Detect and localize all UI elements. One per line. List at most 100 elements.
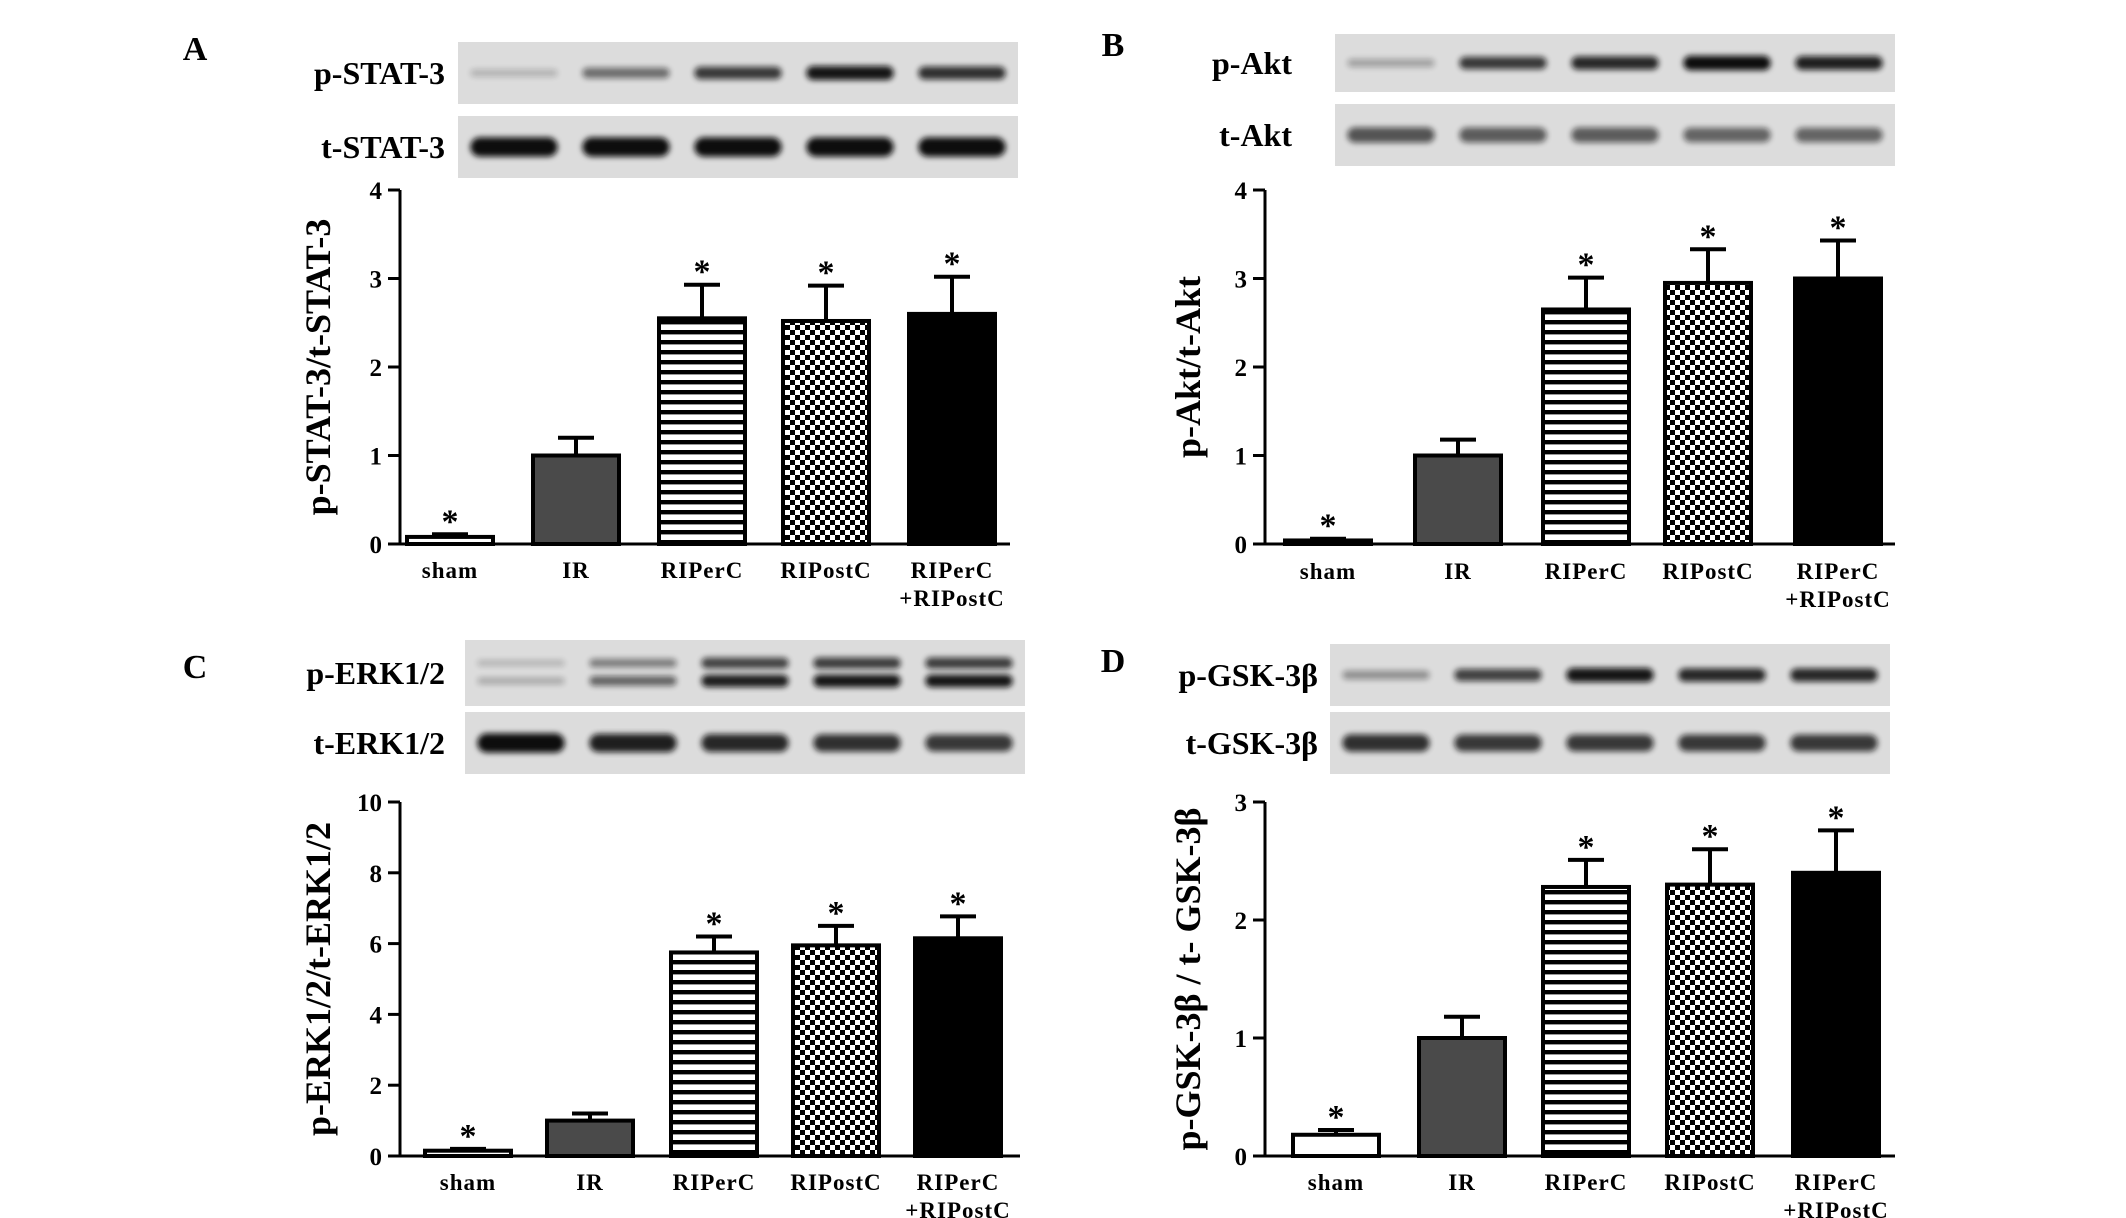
y-tick-label: 2	[1235, 908, 1248, 935]
y-tick-label: 8	[370, 861, 383, 888]
panel-letter: D	[1101, 643, 1126, 680]
blot-band	[806, 137, 894, 157]
blot-label-p: p-Akt	[1212, 45, 1292, 81]
blot-band	[1683, 127, 1771, 143]
y-tick-label: 1	[370, 444, 383, 471]
blot-band	[701, 734, 789, 752]
y-tick-label: 4	[370, 178, 383, 205]
bar-1	[531, 453, 621, 546]
blot-band	[1342, 734, 1430, 752]
blot-band	[582, 67, 670, 79]
blot-band	[1454, 668, 1542, 682]
significance-star: *	[1702, 818, 1719, 855]
blot-label-p: p-STAT-3	[314, 55, 445, 91]
blot-band	[589, 676, 677, 686]
x-tick-label: RIPostC	[1664, 1170, 1755, 1195]
blot-band	[701, 657, 789, 669]
y-axis-label: p-STAT-3/t-STAT-3	[298, 219, 338, 516]
t-blot-strip	[1330, 712, 1890, 774]
x-tick-label: +RIPostC	[905, 1198, 1010, 1218]
blot-label-p: p-ERK1/2	[306, 655, 445, 691]
x-tick-label: sham	[1300, 559, 1356, 584]
bar-3	[1665, 882, 1755, 1158]
y-tick-label: 4	[1235, 178, 1248, 205]
bar-2	[669, 950, 759, 1159]
y-tick-label: 6	[370, 932, 383, 959]
blot-label-t: t-Akt	[1219, 117, 1292, 153]
blot-band	[582, 137, 670, 157]
blot-band	[1683, 55, 1771, 71]
blot-band	[813, 674, 901, 688]
bar-2	[657, 316, 747, 547]
blot-band	[925, 674, 1013, 688]
blot-band	[925, 657, 1013, 669]
blot-label-t: t-STAT-3	[321, 129, 445, 165]
blot-band	[918, 66, 1006, 80]
x-tick-label: RIPerC	[1545, 559, 1628, 584]
bar-4	[907, 311, 997, 546]
y-tick-label: 0	[1235, 1144, 1248, 1171]
y-tick-label: 2	[370, 1073, 383, 1100]
blot-band	[1347, 58, 1435, 68]
y-tick-label: 2	[1235, 355, 1248, 382]
bar-3	[781, 318, 871, 547]
x-tick-label: +RIPostC	[1783, 1198, 1888, 1218]
blot-band	[1790, 668, 1878, 682]
blot-band	[813, 734, 901, 752]
y-tick-label: 3	[1235, 790, 1248, 817]
blot-band	[694, 137, 782, 157]
x-tick-label: RIPerC	[661, 558, 744, 583]
blot-band	[1459, 127, 1547, 143]
blot-band	[1678, 734, 1766, 752]
blot-label-p: p-GSK-3β	[1178, 657, 1318, 693]
y-tick-label: 1	[1235, 444, 1248, 471]
x-tick-label: RIPerC	[1795, 1170, 1878, 1195]
p-blot-strip	[1330, 644, 1890, 706]
bar-0	[1283, 538, 1373, 547]
panel-A: Ap-STAT-3 t-STAT-3 0 1 2 3 4 p-STAT-3/t-STAT-3 *…	[183, 31, 1018, 611]
bar-4	[1793, 276, 1883, 546]
y-tick-label: 3	[1235, 267, 1248, 294]
blot-band	[1571, 127, 1659, 143]
bar-2	[1541, 884, 1631, 1159]
y-axis-label: p-ERK1/2/t-ERK1/2	[298, 822, 338, 1136]
bar-0	[405, 534, 495, 546]
significance-star: *	[950, 885, 967, 922]
blot-band	[589, 658, 677, 668]
x-tick-label: RIPostC	[790, 1170, 881, 1195]
blot-band	[1795, 56, 1883, 70]
blot-label-t: t-GSK-3β	[1186, 725, 1318, 761]
y-tick-label: 4	[370, 1002, 383, 1029]
panel-letter: B	[1102, 27, 1125, 64]
significance-star: *	[694, 254, 711, 291]
significance-star: *	[460, 1118, 477, 1155]
significance-star: *	[1828, 799, 1845, 836]
bar-1	[1413, 453, 1503, 546]
significance-star: *	[944, 246, 961, 283]
blot-band	[1571, 56, 1659, 70]
blot-band	[918, 137, 1006, 157]
x-tick-label: IR	[1444, 559, 1472, 584]
significance-star: *	[818, 255, 835, 292]
t-blot-strip	[465, 712, 1025, 774]
bar-4	[1791, 870, 1881, 1158]
x-tick-label: RIPerC	[917, 1170, 1000, 1195]
significance-star: *	[442, 503, 459, 540]
x-tick-label: IR	[562, 558, 590, 583]
x-tick-label: +RIPostC	[1785, 587, 1890, 612]
y-tick-label: 0	[1235, 532, 1248, 559]
blot-band	[806, 65, 894, 81]
x-tick-label: sham	[1308, 1170, 1364, 1195]
t-blot-strip	[458, 116, 1018, 178]
blot-band	[477, 677, 565, 685]
p-blot-strip	[1335, 34, 1895, 92]
bar-4	[913, 936, 1003, 1158]
y-axis-label: p-GSK-3β / t- GSK-3β	[1168, 808, 1208, 1151]
blot-label-t: t-ERK1/2	[313, 725, 445, 761]
blot-band	[1454, 734, 1542, 752]
x-tick-label: sham	[440, 1170, 496, 1195]
blot-band	[1566, 734, 1654, 752]
y-tick-label: 0	[370, 532, 383, 559]
